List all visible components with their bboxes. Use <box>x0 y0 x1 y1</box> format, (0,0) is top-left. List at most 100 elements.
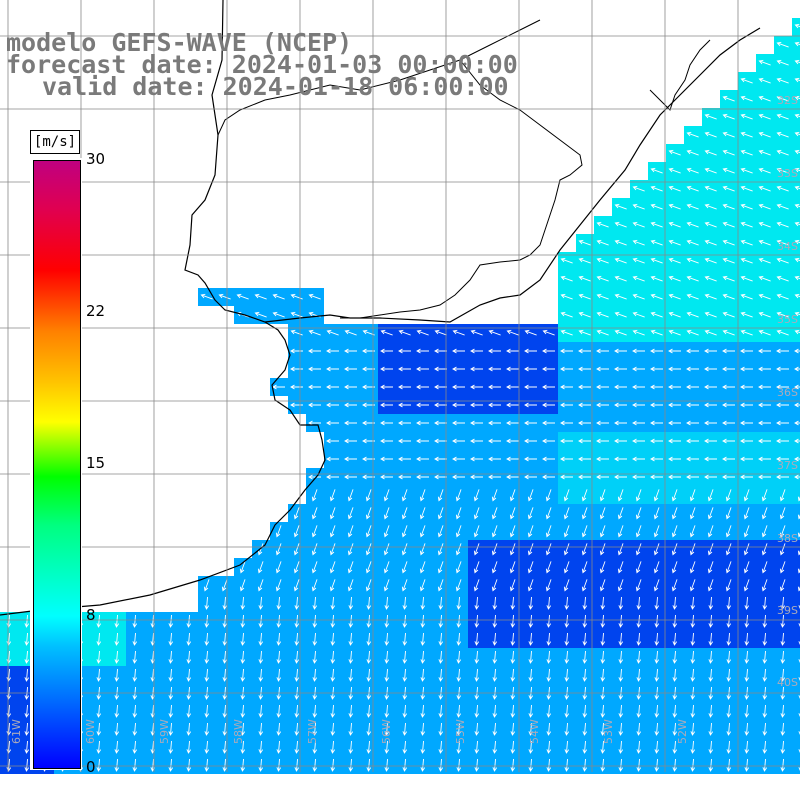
wind-arrow <box>344 384 357 390</box>
wind-arrow <box>686 167 699 174</box>
wind-arrow <box>365 579 372 592</box>
wind-arrow <box>578 239 591 246</box>
wind-arrow <box>528 632 534 646</box>
wind-arrow <box>744 758 750 772</box>
wind-arrow <box>546 758 552 772</box>
wind-arrow <box>722 275 735 282</box>
wind-arrow <box>740 420 753 426</box>
wind-arrow <box>488 402 501 408</box>
wind-arrow <box>528 704 534 718</box>
wind-arrow <box>344 366 357 372</box>
wind-arrow <box>6 758 12 772</box>
wind-arrow <box>794 402 800 408</box>
wind-arrow <box>416 402 429 408</box>
wind-arrow <box>743 561 750 574</box>
wind-arrow <box>668 203 681 210</box>
wind-arrow <box>776 293 789 300</box>
ocean-cell <box>792 756 800 774</box>
wind-arrow <box>308 348 321 354</box>
wind-arrow <box>6 650 12 664</box>
ocean-cell <box>792 270 800 288</box>
wind-arrow <box>330 650 336 664</box>
wind-arrow <box>779 525 786 538</box>
wind-arrow <box>312 668 318 682</box>
lon-label: 60W <box>84 719 97 744</box>
wind-arrow <box>794 366 800 372</box>
wind-arrow <box>222 704 228 718</box>
wind-arrow <box>740 131 753 138</box>
wind-arrow <box>401 579 408 592</box>
model-title: modelo GEFS-WAVE (NCEP) <box>6 28 353 57</box>
wind-arrow <box>438 668 444 682</box>
wind-arrow <box>258 740 264 754</box>
wind-arrow <box>416 384 429 390</box>
wind-arrow <box>632 474 645 480</box>
wind-arrow <box>434 366 447 372</box>
wind-arrow <box>510 740 516 754</box>
wind-arrow <box>740 366 753 372</box>
ocean-cell <box>792 54 800 72</box>
wind-arrow <box>546 722 552 736</box>
wind-arrow <box>780 596 786 610</box>
wind-arrow <box>614 203 627 210</box>
wind-arrow <box>344 402 357 408</box>
wind-arrow <box>488 366 501 372</box>
wind-arrow <box>398 329 411 336</box>
wind-arrow <box>402 704 408 718</box>
wind-arrow <box>434 329 447 336</box>
wind-arrow <box>582 740 588 754</box>
wind-arrow <box>596 257 609 264</box>
wind-arrow <box>599 489 606 502</box>
wind-arrow <box>794 77 800 83</box>
wind-arrow <box>506 474 519 480</box>
wind-arrow <box>596 311 609 318</box>
wind-arrow <box>308 402 321 408</box>
wind-arrow <box>794 456 800 462</box>
wind-arrow <box>276 614 282 628</box>
wind-arrow <box>308 384 321 390</box>
wind-arrow <box>740 384 753 390</box>
wind-arrow <box>474 668 480 682</box>
wind-arrow <box>330 614 336 628</box>
wind-arrow <box>722 438 735 444</box>
wind-arrow <box>650 185 663 192</box>
wind-arrow <box>438 614 444 628</box>
wind-arrow <box>326 438 339 444</box>
wind-arrow <box>254 293 267 300</box>
wind-arrow <box>564 614 570 628</box>
wind-arrow <box>708 704 714 718</box>
wind-arrow <box>416 366 429 372</box>
wind-arrow <box>470 329 483 336</box>
wind-arrow <box>636 704 642 718</box>
wind-arrow <box>506 384 519 390</box>
wind-arrow <box>200 293 213 300</box>
wind-arrow <box>632 185 645 192</box>
wind-arrow <box>240 632 246 646</box>
valid-date: valid date: 2024-01-18 06:00:00 <box>42 72 509 101</box>
wind-arrow <box>582 596 588 610</box>
wind-arrow <box>276 740 282 754</box>
wind-arrow <box>326 456 339 462</box>
wind-arrow <box>726 596 732 610</box>
wind-arrow <box>258 614 264 628</box>
wind-arrow <box>492 596 498 610</box>
wind-arrow <box>509 489 516 502</box>
wind-arrow <box>725 561 732 574</box>
wind-arrow <box>438 650 444 664</box>
wind-arrow <box>686 311 699 318</box>
wind-arrow <box>294 722 300 736</box>
wind-arrow <box>653 489 660 502</box>
wind-arrow <box>96 740 102 754</box>
wind-arrow <box>365 561 372 574</box>
wind-arrow <box>686 420 699 426</box>
ocean-cell <box>792 612 800 630</box>
wind-arrow <box>798 767 800 772</box>
ocean-cell <box>792 504 800 522</box>
wind-arrow <box>344 329 357 336</box>
wind-arrow <box>222 668 228 682</box>
wind-arrow <box>470 456 483 462</box>
wind-arrow <box>707 525 714 538</box>
wind-arrow <box>258 722 264 736</box>
wind-arrow <box>708 758 714 772</box>
wind-arrow <box>492 704 498 718</box>
